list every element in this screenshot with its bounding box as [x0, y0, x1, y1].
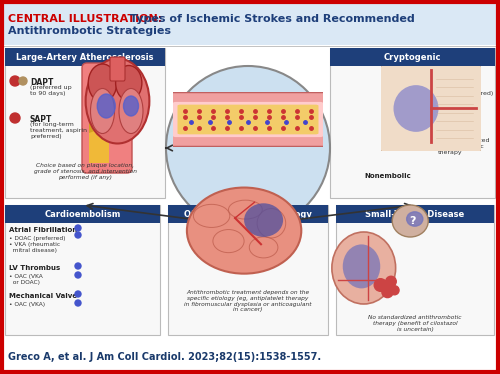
- Polygon shape: [89, 73, 109, 163]
- Circle shape: [124, 96, 138, 116]
- Ellipse shape: [88, 64, 117, 102]
- Circle shape: [19, 77, 27, 85]
- Text: Mechanical Valve: Mechanical Valve: [9, 293, 77, 299]
- Circle shape: [75, 300, 81, 306]
- Text: Types of Ischemic Strokes and Recommended: Types of Ischemic Strokes and Recommende…: [126, 14, 415, 24]
- Circle shape: [75, 225, 81, 231]
- Text: Large-Artery Atherosclerosis: Large-Artery Atherosclerosis: [16, 52, 154, 61]
- Bar: [336, 205, 494, 335]
- Ellipse shape: [90, 89, 114, 134]
- Text: SAPT
(aspirin preferred): SAPT (aspirin preferred): [436, 85, 493, 96]
- Text: Antithrombotic treatment depends on the
specific etiology (eg, antiplatelet ther: Antithrombotic treatment depends on the …: [184, 290, 312, 312]
- Ellipse shape: [332, 232, 396, 304]
- Bar: [5, 48, 165, 66]
- Bar: [336, 205, 494, 223]
- Ellipse shape: [343, 244, 380, 288]
- FancyBboxPatch shape: [110, 57, 125, 81]
- Circle shape: [406, 212, 423, 226]
- Text: ESUS: ESUS: [418, 73, 440, 82]
- Polygon shape: [89, 103, 109, 133]
- Circle shape: [111, 116, 115, 120]
- Bar: [5, 205, 160, 223]
- Text: Other Determined Etiology: Other Determined Etiology: [184, 209, 312, 218]
- Bar: [330, 48, 495, 66]
- Circle shape: [10, 113, 20, 123]
- Ellipse shape: [394, 85, 438, 132]
- Text: • OAC (VKA
  or DOAC): • OAC (VKA or DOAC): [9, 274, 43, 285]
- Circle shape: [390, 286, 399, 295]
- Ellipse shape: [244, 203, 283, 237]
- Circle shape: [10, 76, 20, 86]
- FancyBboxPatch shape: [173, 102, 323, 137]
- Text: ?: ?: [409, 216, 416, 226]
- Text: No standardized
antithrombotic
therapy: No standardized antithrombotic therapy: [438, 138, 490, 154]
- Ellipse shape: [116, 65, 142, 101]
- Circle shape: [107, 124, 111, 128]
- FancyBboxPatch shape: [380, 65, 482, 152]
- Text: Choice based on plaque location,
grade of stenosis, and intervention
performed (: Choice based on plaque location, grade o…: [34, 163, 136, 180]
- Ellipse shape: [392, 205, 428, 237]
- Bar: [168, 205, 328, 335]
- Text: (for long-term
treatment, aspirin
preferred): (for long-term treatment, aspirin prefer…: [30, 122, 87, 139]
- Text: Greco A, et al. J Am Coll Cardiol. 2023;82(15):1538-1557.: Greco A, et al. J Am Coll Cardiol. 2023;…: [8, 352, 321, 362]
- Text: No standardized antithrombotic
therapy (benefit of cilostazol
is uncertain): No standardized antithrombotic therapy (…: [368, 315, 462, 332]
- Text: DAPT: DAPT: [30, 78, 54, 87]
- Circle shape: [75, 232, 81, 238]
- Circle shape: [75, 263, 81, 269]
- FancyBboxPatch shape: [178, 105, 318, 134]
- Text: CENTRAL ILLUSTRATION:: CENTRAL ILLUSTRATION:: [8, 14, 162, 24]
- Text: Small-Vessel Disease: Small-Vessel Disease: [366, 209, 464, 218]
- Text: (preferred up
to 90 days): (preferred up to 90 days): [30, 85, 72, 96]
- FancyBboxPatch shape: [82, 63, 132, 173]
- Text: LV Thrombus: LV Thrombus: [9, 265, 60, 271]
- Circle shape: [382, 286, 393, 298]
- Text: • DOAC (preferred)
• VKA (rheumatic
  mitral disease): • DOAC (preferred) • VKA (rheumatic mitr…: [9, 236, 66, 252]
- FancyBboxPatch shape: [167, 92, 329, 147]
- Text: Cardioembolism: Cardioembolism: [44, 209, 120, 218]
- Circle shape: [113, 132, 117, 136]
- Text: Cryptogenic: Cryptogenic: [384, 52, 442, 61]
- Circle shape: [166, 66, 330, 230]
- Circle shape: [75, 291, 81, 297]
- Bar: [330, 48, 495, 198]
- Circle shape: [426, 84, 434, 92]
- Bar: [3, 3, 497, 45]
- Circle shape: [374, 279, 387, 291]
- Text: • OAC (VKA): • OAC (VKA): [9, 302, 45, 307]
- Text: Nonembolic: Nonembolic: [364, 173, 412, 179]
- Bar: [5, 48, 165, 198]
- Ellipse shape: [86, 58, 150, 144]
- Bar: [168, 205, 328, 223]
- Text: SAPT: SAPT: [30, 115, 52, 124]
- Text: Antithrombotic Strategies: Antithrombotic Strategies: [8, 26, 171, 36]
- Text: Atrial Fibrillation: Atrial Fibrillation: [9, 227, 77, 233]
- Circle shape: [75, 272, 81, 278]
- Ellipse shape: [187, 187, 302, 274]
- Circle shape: [115, 124, 119, 128]
- Ellipse shape: [119, 89, 143, 134]
- Circle shape: [97, 94, 115, 118]
- Circle shape: [386, 276, 396, 287]
- Bar: [5, 205, 160, 335]
